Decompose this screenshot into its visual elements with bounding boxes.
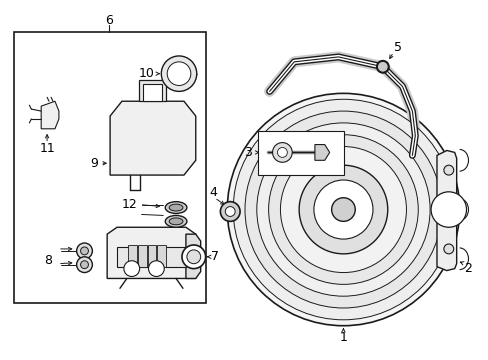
Ellipse shape — [165, 215, 186, 227]
Circle shape — [244, 111, 441, 308]
Circle shape — [277, 148, 287, 157]
Ellipse shape — [169, 204, 183, 211]
Circle shape — [227, 93, 459, 326]
Bar — [138, 245, 146, 267]
Circle shape — [272, 143, 292, 162]
Circle shape — [161, 56, 196, 91]
Circle shape — [167, 62, 190, 85]
Circle shape — [148, 261, 164, 276]
Circle shape — [225, 207, 235, 216]
Circle shape — [220, 202, 240, 221]
Circle shape — [331, 198, 355, 221]
Circle shape — [186, 250, 200, 264]
Polygon shape — [107, 227, 195, 278]
Text: 2: 2 — [464, 262, 471, 275]
Text: 12: 12 — [122, 198, 138, 211]
Text: 11: 11 — [39, 142, 55, 155]
Circle shape — [77, 257, 92, 273]
Ellipse shape — [169, 218, 183, 225]
Bar — [127, 245, 137, 267]
Text: 10: 10 — [138, 67, 154, 80]
Circle shape — [123, 261, 140, 276]
Circle shape — [182, 245, 205, 269]
Text: 3: 3 — [244, 146, 251, 159]
Bar — [139, 80, 166, 101]
Circle shape — [376, 61, 388, 73]
Ellipse shape — [165, 202, 186, 213]
Polygon shape — [185, 234, 200, 278]
Circle shape — [77, 243, 92, 259]
Circle shape — [299, 165, 387, 254]
Bar — [147, 245, 156, 267]
Circle shape — [443, 165, 453, 175]
Circle shape — [443, 244, 453, 254]
Bar — [142, 84, 162, 101]
Circle shape — [81, 247, 88, 255]
Text: 5: 5 — [393, 41, 401, 54]
Circle shape — [268, 135, 417, 284]
Polygon shape — [314, 145, 329, 160]
Circle shape — [280, 147, 406, 273]
Circle shape — [430, 192, 466, 227]
Polygon shape — [110, 101, 195, 175]
Circle shape — [256, 123, 429, 296]
Polygon shape — [117, 247, 185, 267]
Text: 9: 9 — [90, 157, 98, 170]
Text: 6: 6 — [105, 14, 113, 27]
Polygon shape — [41, 101, 59, 129]
Text: 7: 7 — [211, 250, 219, 263]
Bar — [257, 131, 344, 175]
Circle shape — [313, 180, 372, 239]
Text: 1: 1 — [339, 331, 346, 344]
Bar — [14, 32, 205, 303]
Text: 8: 8 — [44, 254, 52, 267]
Circle shape — [233, 99, 453, 320]
Bar — [157, 245, 166, 267]
Circle shape — [81, 261, 88, 269]
Text: 4: 4 — [209, 186, 217, 199]
Polygon shape — [436, 150, 456, 271]
